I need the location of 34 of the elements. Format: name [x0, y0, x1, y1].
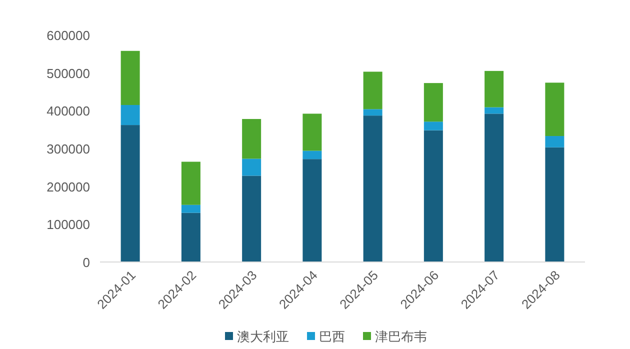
legend-label: 巴西	[319, 329, 345, 344]
bar	[424, 130, 443, 262]
bar	[424, 122, 443, 130]
bar	[302, 114, 322, 151]
bar	[181, 162, 200, 205]
bar	[363, 116, 382, 262]
y-tick-label: 300000	[46, 142, 90, 156]
bar	[242, 118, 262, 159]
y-tick-label: 0	[82, 255, 90, 270]
bar	[181, 212, 200, 262]
bar	[120, 50, 140, 105]
bar	[484, 114, 504, 262]
bar	[424, 83, 443, 122]
bar	[363, 109, 382, 116]
legend-label: 澳大利亚	[237, 329, 289, 344]
y-tick-label: 100000	[46, 217, 90, 232]
y-tick-label: 600000	[46, 28, 90, 43]
bar	[120, 104, 140, 126]
bar	[181, 204, 200, 213]
bar	[484, 70, 504, 108]
bar	[545, 136, 564, 148]
bar	[120, 125, 140, 262]
bar	[242, 158, 262, 176]
bar	[484, 107, 504, 114]
bar	[242, 176, 262, 262]
bar	[302, 150, 322, 160]
y-tick-label: 400000	[46, 104, 90, 119]
y-tick-label: 500000	[46, 66, 90, 81]
legend-label: 津巴布韦	[375, 329, 427, 344]
bar	[545, 147, 564, 262]
y-tick-label: 200000	[46, 179, 90, 194]
bar	[363, 72, 382, 110]
bar	[302, 159, 322, 262]
bar	[545, 82, 564, 136]
